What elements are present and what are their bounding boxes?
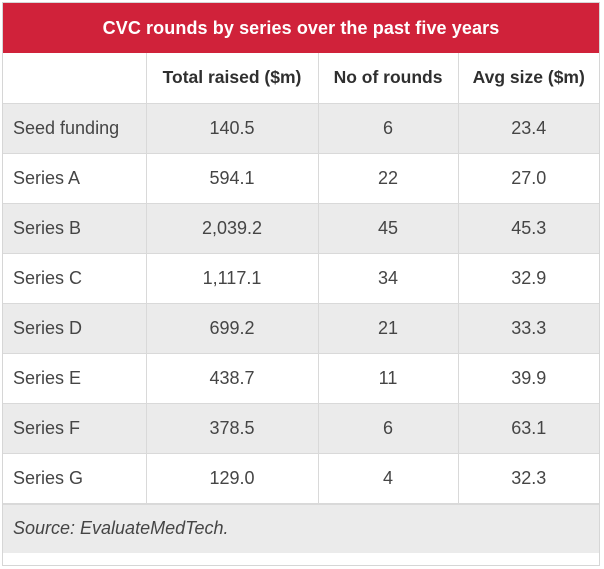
row-no-of-rounds: 21 xyxy=(317,302,459,354)
row-no-of-rounds: 11 xyxy=(317,352,459,404)
row-avg-size: 45.3 xyxy=(457,202,599,254)
row-no-of-rounds: 6 xyxy=(317,402,459,454)
table-row: Series D 699.2 21 33.3 xyxy=(3,302,599,354)
row-no-of-rounds: 4 xyxy=(317,452,459,504)
row-no-of-rounds: 34 xyxy=(317,252,459,304)
row-total-raised: 378.5 xyxy=(145,402,319,454)
table-row: Series F 378.5 6 63.1 xyxy=(3,402,599,454)
row-avg-size: 33.3 xyxy=(457,302,599,354)
row-series-label: Series F xyxy=(3,402,147,454)
row-series-label: Series G xyxy=(3,452,147,504)
table-row: Series C 1,117.1 34 32.9 xyxy=(3,252,599,304)
header-series xyxy=(3,53,147,104)
row-series-label: Series B xyxy=(3,202,147,254)
row-total-raised: 438.7 xyxy=(145,352,319,404)
table-row: Series B 2,039.2 45 45.3 xyxy=(3,202,599,254)
row-avg-size: 32.3 xyxy=(457,452,599,504)
row-series-label: Seed funding xyxy=(3,102,147,154)
row-series-label: Series C xyxy=(3,252,147,304)
table-row: Series E 438.7 11 39.9 xyxy=(3,352,599,404)
row-total-raised: 594.1 xyxy=(145,152,319,204)
cvc-rounds-table: Total raised ($m) No of rounds Avg size … xyxy=(3,53,599,504)
row-series-label: Series E xyxy=(3,352,147,404)
source-note: Source: EvaluateMedTech. xyxy=(3,503,599,553)
header-avg-size: Avg size ($m) xyxy=(457,53,599,104)
row-series-label: Series A xyxy=(3,152,147,204)
row-no-of-rounds: 6 xyxy=(317,102,459,154)
row-avg-size: 39.9 xyxy=(457,352,599,404)
row-no-of-rounds: 22 xyxy=(317,152,459,204)
row-avg-size: 32.9 xyxy=(457,252,599,304)
table-title: CVC rounds by series over the past five … xyxy=(3,3,599,53)
row-total-raised: 1,117.1 xyxy=(145,252,319,304)
row-series-label: Series D xyxy=(3,302,147,354)
header-total-raised: Total raised ($m) xyxy=(145,53,319,104)
row-no-of-rounds: 45 xyxy=(317,202,459,254)
row-total-raised: 140.5 xyxy=(145,102,319,154)
row-total-raised: 2,039.2 xyxy=(145,202,319,254)
row-total-raised: 699.2 xyxy=(145,302,319,354)
row-avg-size: 27.0 xyxy=(457,152,599,204)
table-row: Series A 594.1 22 27.0 xyxy=(3,152,599,204)
header-no-of-rounds: No of rounds xyxy=(317,53,459,104)
table-row: Series G 129.0 4 32.3 xyxy=(3,452,599,504)
row-avg-size: 63.1 xyxy=(457,402,599,454)
row-avg-size: 23.4 xyxy=(457,102,599,154)
table-header-row: Total raised ($m) No of rounds Avg size … xyxy=(3,53,599,104)
table-row: Seed funding 140.5 6 23.4 xyxy=(3,102,599,154)
row-total-raised: 129.0 xyxy=(145,452,319,504)
